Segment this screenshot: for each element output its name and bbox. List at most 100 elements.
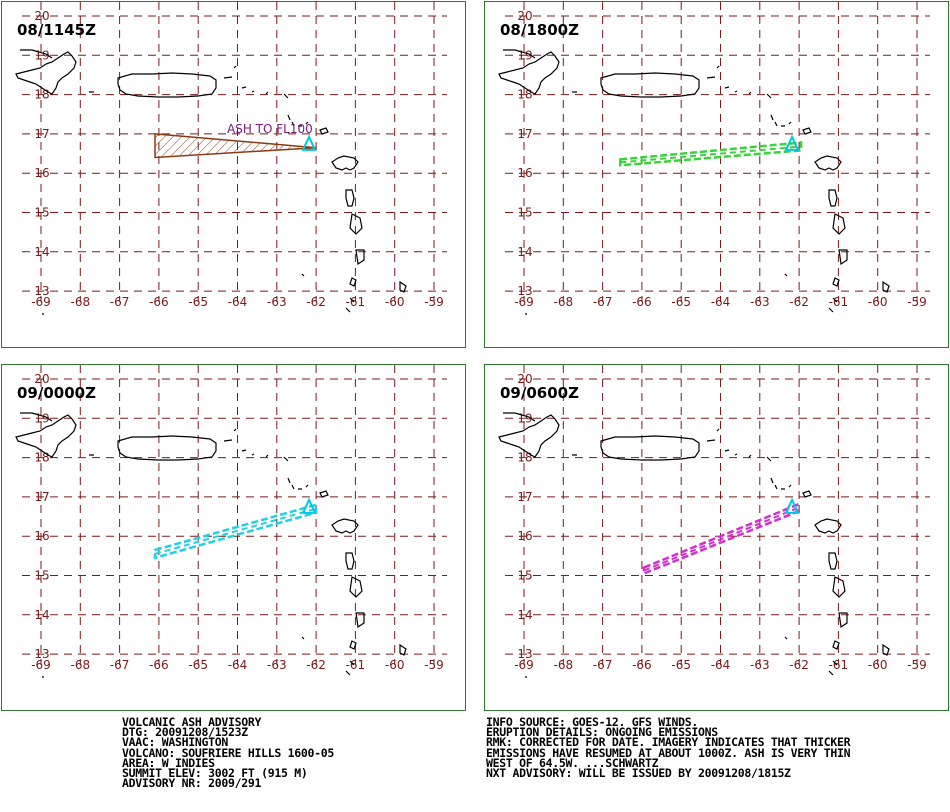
ash-cloud-polygon (153, 503, 318, 560)
longitude-tick-label: -60 (385, 658, 405, 672)
longitude-tick-label: -59 (424, 658, 444, 672)
latitude-tick-label: 14 (34, 608, 49, 622)
map-svg: -69 -68 -67 -66 -65 -64 -63 -62 -61 -60 -592019181… (498, 365, 930, 678)
longitude-tick-label: -62 (789, 295, 809, 309)
ash-cloud-polygon (154, 133, 317, 159)
longitude-tick-label: -69 (514, 295, 534, 309)
latitude-tick-label: 16 (517, 166, 532, 180)
latitude-tick-label: 13 (34, 284, 49, 298)
advisory-line: VOLCANIC ASH ADVISORY (122, 715, 262, 729)
coastlines (15, 412, 407, 678)
latitude-tick-label: 18 (34, 88, 49, 102)
longitude-tick-label: -68 (70, 295, 90, 309)
coastlines (15, 49, 407, 315)
latitude-tick-label: 17 (34, 127, 49, 141)
longitude-tick-label: -67 (110, 295, 130, 309)
map-svg: -69 -68 -67 -66 -65 -64 -63 -62 -61 -60 -592019181… (15, 365, 447, 678)
longitude-tick-label: -61 (346, 295, 366, 309)
latitude-tick-label: 18 (517, 451, 532, 465)
latitude-tick-label: 20 (34, 9, 49, 23)
latitude-tick-label: 18 (34, 451, 49, 465)
longitude-tick-label: -64 (228, 658, 248, 672)
longitude-tick-label: -65 (671, 295, 691, 309)
volcano-marker-icon (301, 134, 317, 151)
map-panel-4: -69 -68 -67 -66 -65 -64 -63 -62 -61 -60 -59 20 19 18 1… (484, 364, 949, 711)
latitude-tick-label: 13 (517, 284, 532, 298)
map-panel-2: -69 -68 -67 -66 -65 -64 -63 -62 -61 -60 -59 20 19 18 1… (484, 1, 949, 348)
longitude-tick-label: -62 (306, 295, 326, 309)
latitude-tick-label: 15 (517, 569, 532, 583)
latitude-tick-label: 16 (34, 529, 49, 543)
advisory-line: NXT ADVISORY: WILL BE ISSUED BY 20091208… (486, 766, 791, 781)
latitude-tick-label: 14 (517, 245, 532, 259)
advisory-line: RMK: CORRECTED FOR DATE. IMAGERY INDICAT… (486, 735, 851, 750)
advisory-line: AREA: W_INDIES (122, 755, 215, 770)
advisory-line: VAAC: WASHINGTON (122, 735, 228, 750)
longitude-tick-label: -66 (149, 658, 169, 672)
longitude-tick-label: -63 (267, 658, 287, 672)
advisory-line: ADVISORY NR: 2009/291 (122, 776, 262, 791)
longitude-tick-label: -63 (750, 295, 770, 309)
longitude-tick-label: -68 (553, 658, 573, 672)
latitude-tick-label: 17 (34, 490, 49, 504)
coastlines (498, 412, 890, 678)
longitude-tick-label: -64 (711, 658, 731, 672)
latitude-tick-label: 14 (517, 608, 532, 622)
longitude-tick-label: -65 (188, 295, 208, 309)
volcano-marker-icon (301, 497, 317, 514)
longitude-tick-label: -65 (671, 658, 691, 672)
longitude-tick-label: -60 (868, 295, 888, 309)
latitude-tick-label: 13 (517, 647, 532, 661)
map-panel-1: -69 -68 -67 -66 -65 -64 -63 -62 -61 -60 -59 20 19 18 1… (1, 1, 466, 348)
longitude-tick-label: -63 (750, 658, 770, 672)
longitude-tick-label: -68 (553, 295, 573, 309)
latitude-tick-label: 14 (34, 245, 49, 259)
longitude-tick-label: -66 (149, 295, 169, 309)
longitude-tick-label: -66 (632, 295, 652, 309)
longitude-tick-label: -69 (514, 658, 534, 672)
longitude-tick-label: -66 (632, 658, 652, 672)
longitude-tick-label: -60 (868, 658, 888, 672)
volcano-marker-icon (784, 497, 800, 514)
coastlines (498, 49, 890, 315)
longitude-tick-label: -69 (31, 295, 51, 309)
advisory-line: INFO SOURCE: GOES-12. GFS WINDS. (486, 715, 698, 729)
forecast-time-label: 08/1800Z (500, 21, 579, 39)
longitude-tick-label: -61 (829, 295, 849, 309)
ash-level-label: ASH TO FL100 (227, 122, 313, 136)
latitude-tick-label: 15 (517, 206, 532, 220)
ash-cloud-polygon (619, 141, 803, 167)
longitude-tick-label: -59 (907, 658, 927, 672)
forecast-time-label: 09/0600Z (500, 384, 579, 402)
longitude-tick-label: -59 (907, 295, 927, 309)
longitude-tick-label: -67 (110, 658, 130, 672)
latitude-tick-label: 20 (34, 372, 49, 386)
map-panel-3: -69 -68 -67 -66 -65 -64 -63 -62 -61 -60 -59 20 19 18 1… (1, 364, 466, 711)
longitude-tick-label: -61 (829, 658, 849, 672)
latitude-tick-label: 17 (517, 490, 532, 504)
longitude-tick-label: -68 (70, 658, 90, 672)
forecast-time-label: 08/1145Z (17, 21, 96, 39)
longitude-tick-label: -67 (593, 658, 613, 672)
latitude-tick-label: 15 (34, 569, 49, 583)
advisory-line: VOLCANO: SOUFRIERE HILLS 1600-05 (122, 745, 334, 760)
longitude-tick-label: -60 (385, 295, 405, 309)
advisory-info-right: INFO SOURCE: GOES-12. GFS WINDS. ERUPTIO… (486, 715, 851, 781)
longitude-tick-label: -69 (31, 658, 51, 672)
longitude-tick-label: -63 (267, 295, 287, 309)
advisory-line: WEST OF 64.5W. ...SCHWARTZ (486, 755, 659, 770)
latitude-tick-label: 20 (517, 372, 532, 386)
longitude-tick-label: -64 (711, 295, 731, 309)
advisory-line: DTG: 20091208/1523Z (122, 725, 248, 740)
latitude-tick-label: 18 (517, 88, 532, 102)
latitude-tick-label: 20 (517, 9, 532, 23)
map-svg: -69 -68 -67 -66 -65 -64 -63 -62 -61 -60 -592019181… (498, 2, 930, 315)
volcano-marker-icon (784, 134, 800, 151)
advisory-line: ERUPTION DETAILS: ONGOING EMISSIONS (486, 725, 718, 740)
latitude-tick-label: 17 (517, 127, 532, 141)
longitude-tick-label: -62 (306, 658, 326, 672)
longitude-tick-label: -61 (346, 658, 366, 672)
advisory-info-left: VOLCANIC ASH ADVISORY DTG: 20091208/1523… (122, 715, 334, 791)
advisory-line: EMISSIONS HAVE RESUMED AT ABOUT 1000Z. A… (486, 745, 851, 760)
latitude-tick-label: 13 (34, 647, 49, 661)
